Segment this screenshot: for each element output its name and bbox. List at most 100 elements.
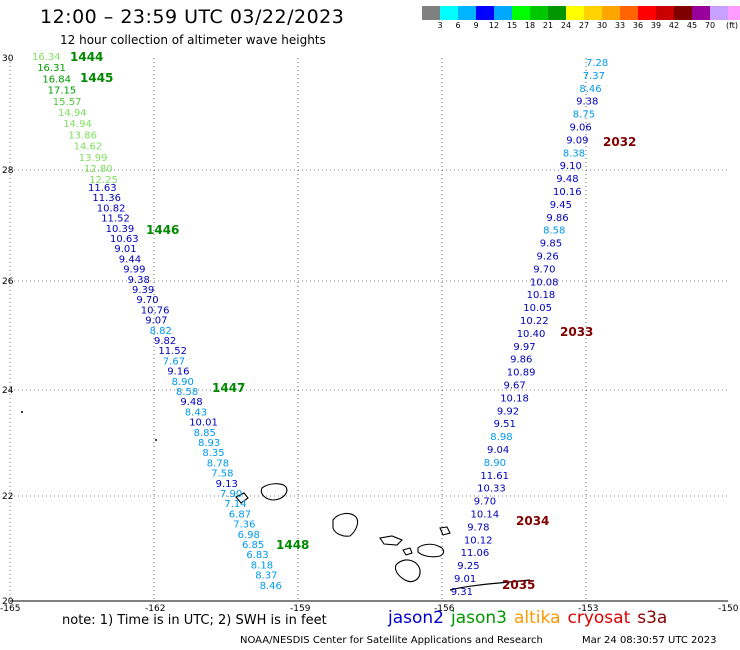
wave-height-label: 10.39 [106,224,135,235]
wave-height-label: 11.52 [158,346,187,357]
time-label: 2034 [516,514,549,528]
wave-height-label: 13.86 [68,130,97,141]
legend-swatch [584,6,602,20]
legend-swatch [674,6,692,20]
time-label: 2035 [502,578,535,592]
legend-label: 42 [668,21,680,30]
legend-swatch [566,6,584,20]
wave-height-label: 8.46 [260,581,282,592]
page-title: 12:00 – 23:59 UTC 03/22/2023 [40,6,345,28]
island-outline [417,543,445,558]
wave-height-label: 10.14 [471,510,500,521]
satellite-name: jason3 [451,608,507,628]
wave-height-label: 9.25 [457,561,479,572]
legend-swatch [530,6,548,20]
x-tick-label: -162 [145,604,165,614]
color-legend-labels: 3 6 9 12 15 18 21 24 27 30 33 36 39 42 45 70 (ft) [422,21,740,33]
wave-height-label: 9.39 [132,285,154,296]
wave-height-label: 6.98 [238,530,260,541]
wave-height-label: 9.16 [167,367,189,378]
wave-height-label: 8.90 [484,458,506,469]
coastline [449,579,531,591]
wave-height-label: 12.80 [84,164,113,175]
wave-height-label: 8.37 [255,571,277,582]
wave-height-label: 9.99 [123,265,145,276]
wave-height-label: 11.06 [461,548,490,559]
wave-height-label: 16.34 [32,52,61,63]
wave-height-label: 11.36 [92,193,121,204]
wave-height-label: 8.38 [563,148,585,159]
wave-height-label: 6.83 [246,550,268,561]
time-label: 2033 [560,325,593,339]
wave-height-label: 15.57 [53,97,82,108]
legend-label: 24 [560,21,572,30]
wave-height-label: 17.15 [48,86,77,97]
legend-label: (ft) [725,21,739,30]
wave-height-label: 9.51 [494,419,516,430]
wave-height-label: 9.26 [537,252,559,263]
island-outline [394,559,421,583]
legend-label: 6 [455,21,461,30]
wave-height-label: 12.25 [89,175,118,186]
wave-height-label: 10.63 [110,234,139,245]
wave-height-label: 6.87 [229,509,251,520]
wave-height-label: 9.70 [533,264,555,275]
wave-height-label: 9.07 [145,316,167,327]
wave-height-label: 10.33 [477,484,506,495]
x-tick-label: -165 [0,604,20,614]
legend-label: 15 [506,21,518,30]
wave-height-label: 10.18 [500,393,529,404]
wave-height-label: 9.01 [454,574,476,585]
wave-height-label: 8.90 [172,377,194,388]
legend-label: 12 [488,21,500,30]
wave-height-label: 14.94 [58,108,87,119]
legend-swatch [476,6,494,20]
legend-swatch [620,6,638,20]
wave-height-label: 8.75 [573,110,595,121]
small-island-dot [21,411,23,413]
time-label: 1445 [80,71,113,85]
satellite-name: s3a [637,608,668,628]
x-tick-label: -153 [578,604,598,614]
wave-height-label: 7.36 [233,520,255,531]
wave-height-label: 9.01 [114,244,136,255]
wave-height-label: 7.90 [220,489,242,500]
wave-height-label: 7.14 [224,499,246,510]
wave-height-label: 9.31 [451,587,473,598]
wave-height-label: 9.86 [510,355,532,366]
wave-height-label: 9.70 [136,295,158,306]
wave-height-label: 8.82 [150,326,172,337]
wave-height-label: 7.58 [211,469,233,480]
wave-height-label: 9.78 [467,522,489,533]
satellite-legend: jason2 jason3 altika cryosat s3a [388,608,674,628]
legend-swatch [638,6,656,20]
wave-height-label: 10.12 [464,535,493,546]
wave-height-label: 10.22 [520,316,549,327]
island-outline [332,512,359,537]
legend-label: 70 [704,21,716,30]
wave-height-label: 7.67 [163,356,185,367]
small-island-dot [155,439,157,441]
legend-swatch [692,6,710,20]
satellite-name: cryosat [567,608,631,628]
wave-height-label: 8.43 [185,407,207,418]
legend-label: 45 [686,21,698,30]
legend-label: 27 [578,21,590,30]
legend-swatch [656,6,674,20]
wave-height-label: 9.85 [540,239,562,250]
wave-height-label: 8.93 [198,438,220,449]
legend-label: 36 [632,21,644,30]
wave-height-label: 8.46 [579,84,601,95]
wave-height-label: 6.85 [242,540,264,551]
legend-swatch [728,6,740,20]
wave-height-label: 9.04 [487,445,509,456]
wave-height-label: 9.13 [216,479,238,490]
wave-height-label: 9.82 [154,336,176,347]
wave-height-label: 10.08 [530,277,559,288]
y-tick-label: 24 [2,386,14,396]
wave-height-label: 10.18 [527,290,556,301]
wave-height-label: 13.99 [79,153,108,164]
wave-height-label: 9.09 [566,135,588,146]
legend-swatch [548,6,566,20]
wave-height-label: 8.98 [490,432,512,443]
